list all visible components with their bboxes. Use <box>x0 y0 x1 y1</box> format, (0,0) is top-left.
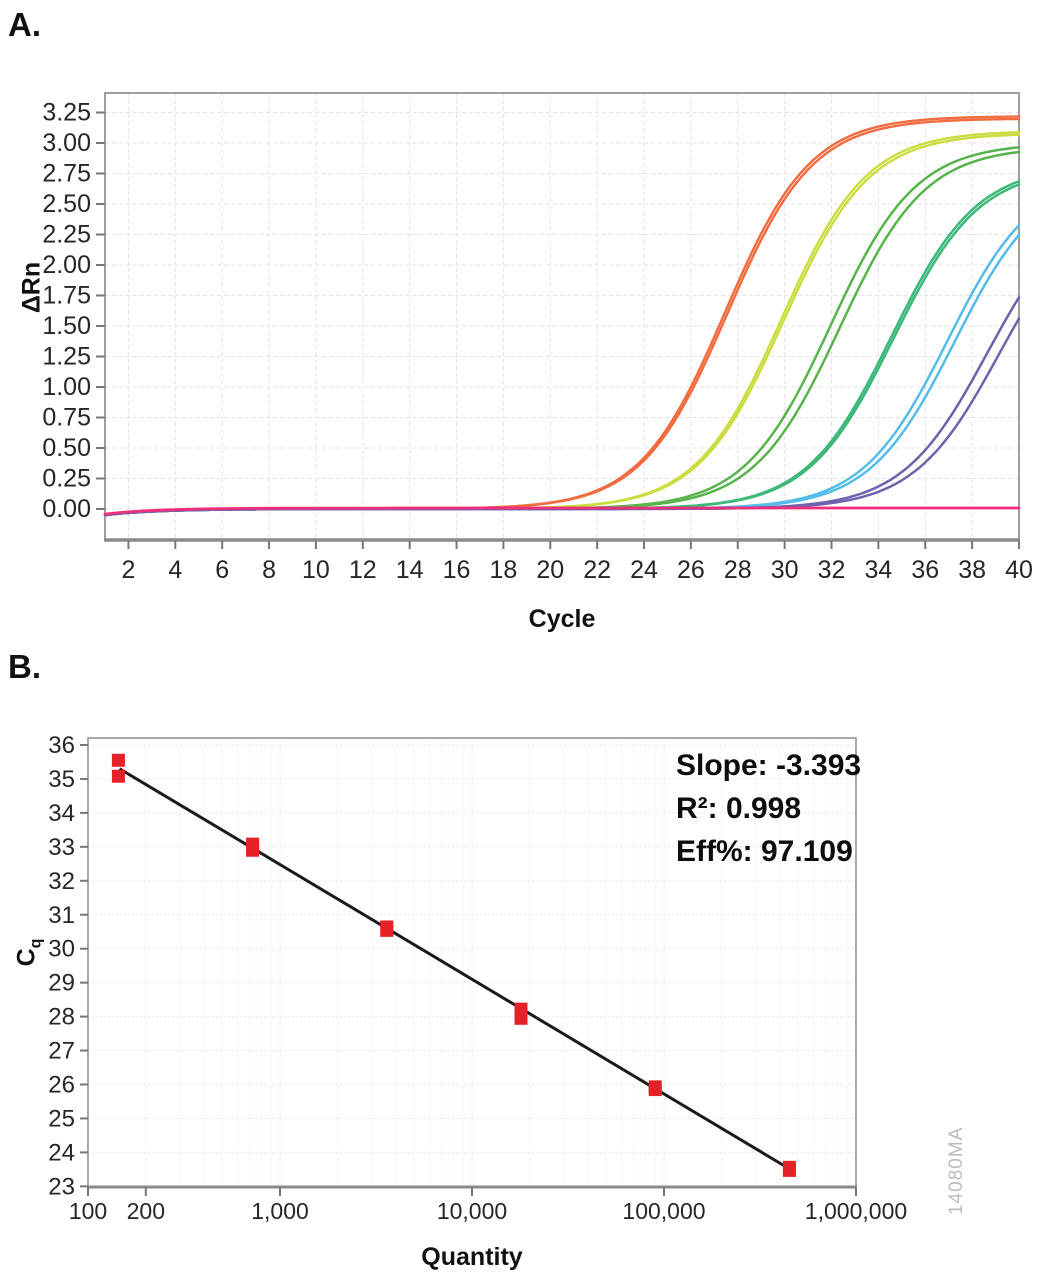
std-data-point <box>246 843 260 857</box>
amp-curve-std-144-rep1 <box>103 296 1021 517</box>
std-data-point <box>514 1011 528 1025</box>
std-data-point <box>380 923 394 937</box>
amp-x-tick-label: 12 <box>349 556 377 584</box>
panel-b-label: B. <box>8 648 41 685</box>
amp-x-tick-label: 10 <box>302 556 330 584</box>
std-y-tick-label: 35 <box>48 766 75 793</box>
amp-y-tick-label: 0.75 <box>42 404 91 432</box>
amp-curve-ntc <box>103 506 1021 516</box>
y-axis-title-delta-rn: ΔRn <box>17 261 46 314</box>
std-y-tick-label: 31 <box>48 902 75 929</box>
std-data-point <box>648 1083 662 1097</box>
std-y-tick-label: 36 <box>48 732 75 759</box>
amp-y-tick-label: 2.00 <box>42 251 91 279</box>
amp-curve-std-18000-rep1 <box>103 146 1021 517</box>
amp-y-tick-label: 2.50 <box>42 190 91 218</box>
amp-y-tick-label: 3.25 <box>42 99 91 127</box>
amp-x-tick-label: 14 <box>396 556 424 584</box>
amp-x-tick-label: 8 <box>262 556 276 584</box>
amp-y-tick-label: 2.75 <box>42 160 91 188</box>
fit-statistics: Slope: -3.393 R²: 0.998 Eff%: 97.109 <box>676 744 996 873</box>
std-data-point <box>111 753 125 767</box>
std-y-tick-label: 30 <box>48 936 75 963</box>
amp-x-tick-label: 26 <box>677 556 705 584</box>
y-axis-title-cq: Cq <box>13 908 46 998</box>
r-squared-annotation: R²: 0.998 <box>676 792 802 825</box>
std-y-tick-label: 26 <box>48 1072 75 1099</box>
amp-y-tick-label: 0.25 <box>42 465 91 493</box>
amp-curve-std-3600-rep1 <box>103 180 1021 517</box>
amp-x-tick-label: 18 <box>490 556 518 584</box>
slope-annotation: Slope: -3.393 <box>676 749 862 782</box>
amp-y-tick-label: 1.25 <box>42 343 91 371</box>
std-y-tick-label: 34 <box>48 800 75 827</box>
amp-x-tick-label: 4 <box>168 556 182 584</box>
std-y-tick-label: 24 <box>48 1139 75 1166</box>
amp-curve-std-720-rep1 <box>103 224 1021 517</box>
panel-a-label: A. <box>8 6 41 43</box>
std-x-tick-label: 1,000,000 <box>805 1198 907 1224</box>
std-x-tick-label: 100 <box>69 1198 107 1224</box>
amp-y-tick-label: 3.00 <box>42 129 91 157</box>
amp-ticks: 2 4 6 8 10 12 14 16 18 20 22 24 26 28 30 32 34 36 38 400.00… <box>42 99 1033 585</box>
std-x-tick-label: 200 <box>127 1198 165 1224</box>
amp-x-tick-label: 38 <box>958 556 986 584</box>
amp-curve-std-18000-rep2 <box>103 150 1021 517</box>
amp-x-tick-label: 28 <box>724 556 752 584</box>
std-y-tick-label: 25 <box>48 1105 75 1132</box>
amp-x-tick-label: 24 <box>630 556 658 584</box>
amp-curves <box>103 115 1021 517</box>
amp-x-tick-label: 40 <box>1005 556 1033 584</box>
amp-y-tick-label: 0.50 <box>42 434 91 462</box>
std-y-tick-label: 29 <box>48 970 75 997</box>
std-y-tick-label: 27 <box>48 1038 75 1065</box>
std-y-tick-label: 23 <box>48 1173 75 1200</box>
amp-curve-std-720-rep2 <box>103 233 1021 517</box>
amp-curve-std-450000-rep1 <box>103 115 1021 517</box>
cq-main: C <box>12 948 41 967</box>
watermark-text: 14080MA <box>946 1126 967 1215</box>
std-fit-line <box>118 767 792 1171</box>
amp-y-tick-label: 1.50 <box>42 312 91 340</box>
std-x-tick-label: 100,000 <box>622 1198 705 1224</box>
amp-y-tick-label: 0.00 <box>42 495 91 523</box>
std-y-tick-label: 28 <box>48 1004 75 1031</box>
amp-x-tick-label: 16 <box>443 556 471 584</box>
efficiency-annotation: Eff%: 97.109 <box>676 835 853 868</box>
amp-x-tick-label: 30 <box>771 556 799 584</box>
std-y-tick-label: 32 <box>48 868 75 895</box>
amp-grid <box>105 93 1020 540</box>
amp-x-tick-label: 34 <box>864 556 892 584</box>
amp-x-tick-label: 36 <box>911 556 939 584</box>
amp-y-tick-label: 2.25 <box>42 221 91 249</box>
amp-y-tick-label: 1.75 <box>42 282 91 310</box>
std-ticks: 100 200 1,000 10,000 100,000 1,000,000 23 24 25 2… <box>48 732 907 1224</box>
std-data-point <box>782 1163 796 1177</box>
amp-x-tick-label: 2 <box>121 556 135 584</box>
amp-x-tick-label: 20 <box>536 556 564 584</box>
std-points <box>111 753 796 1177</box>
cq-sub: q <box>27 938 45 949</box>
amp-x-tick-label: 22 <box>583 556 611 584</box>
x-axis-title-quantity: Quantity <box>421 1243 523 1271</box>
amp-x-tick-label: 6 <box>215 556 229 584</box>
std-data-point <box>111 769 125 783</box>
std-x-tick-label: 1,000 <box>251 1198 309 1224</box>
amp-x-tick-label: 32 <box>818 556 846 584</box>
amp-plot-border <box>104 92 1020 541</box>
x-axis-title-cycle: Cycle <box>528 605 596 633</box>
amp-y-tick-label: 1.00 <box>42 373 91 401</box>
std-x-tick-label: 10,000 <box>437 1198 507 1224</box>
std-y-tick-label: 33 <box>48 834 75 861</box>
